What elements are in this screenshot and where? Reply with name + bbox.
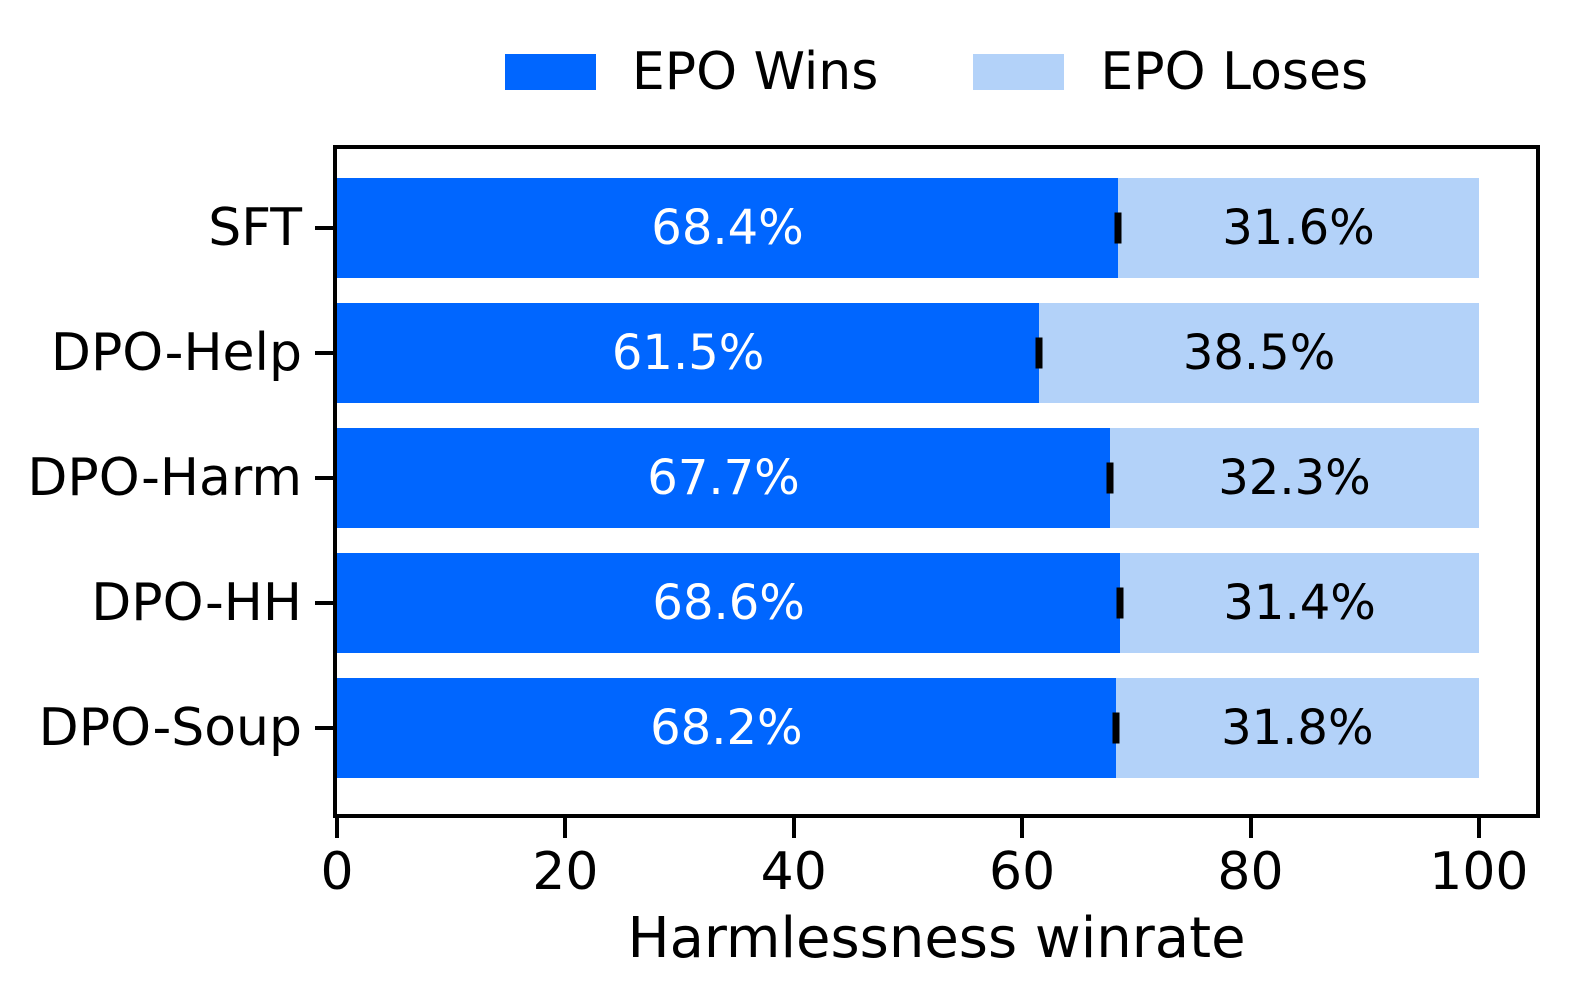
x-axis-title: Harmlessness winrate bbox=[627, 906, 1246, 971]
bar-segment-epo-wins: 67.7% bbox=[337, 428, 1111, 528]
y-tick-label-dpo-hh: DPO-HH bbox=[91, 573, 302, 633]
bar-segment-epo-wins: 61.5% bbox=[337, 303, 1040, 403]
x-tick-label-0: 0 bbox=[320, 842, 354, 902]
bar-row-dpo-harm: 67.7% 32.3% bbox=[337, 428, 1536, 528]
x-tick-label-60: 60 bbox=[989, 842, 1056, 902]
bar-segment-epo-loses: 31.6% bbox=[1118, 178, 1479, 278]
bar-row-dpo-hh: 68.6% 31.4% bbox=[337, 553, 1536, 653]
error-bar bbox=[1112, 712, 1120, 744]
legend-item-epo-loses: EPO Loses bbox=[973, 46, 1368, 98]
error-bar bbox=[1114, 212, 1122, 244]
x-tick-mark bbox=[1248, 818, 1253, 838]
error-bar bbox=[1035, 337, 1043, 369]
x-tick-label-100: 100 bbox=[1429, 842, 1529, 902]
bar-row-dpo-help: 61.5% 38.5% bbox=[337, 303, 1536, 403]
y-tick-mark bbox=[315, 226, 333, 230]
error-bar bbox=[1106, 462, 1114, 494]
y-tick-label-sft: SFT bbox=[208, 198, 302, 258]
bar-row-sft: 68.4% 31.6% bbox=[337, 178, 1536, 278]
bar-value-label-loses: 31.6% bbox=[1222, 200, 1375, 256]
bar-value-label-loses: 31.8% bbox=[1221, 700, 1374, 756]
bar-segment-epo-wins: 68.2% bbox=[337, 678, 1116, 778]
legend-label-epo-loses: EPO Loses bbox=[1100, 42, 1369, 102]
bar-segment-epo-loses: 31.4% bbox=[1120, 553, 1479, 653]
bar-value-label-wins: 68.2% bbox=[650, 700, 803, 756]
bar-value-label-wins: 61.5% bbox=[611, 325, 765, 381]
epo-wins-swatch bbox=[504, 54, 596, 90]
error-bar bbox=[1116, 587, 1124, 619]
x-tick-mark bbox=[791, 818, 796, 838]
x-tick-mark bbox=[1476, 818, 1481, 838]
plot-area: 68.4% 31.6% 61.5% 38.5% 67.7% 32.3% 68.6% 31.4%… bbox=[333, 145, 1540, 818]
x-tick-mark bbox=[563, 818, 568, 838]
epo-loses-swatch bbox=[973, 54, 1065, 90]
bar-value-label-wins: 68.6% bbox=[652, 575, 805, 631]
legend-label-epo-wins: EPO Wins bbox=[631, 42, 879, 102]
bar-segment-epo-loses: 38.5% bbox=[1039, 303, 1479, 403]
x-tick-mark bbox=[1020, 818, 1025, 838]
bar-value-label-wins: 68.4% bbox=[651, 200, 804, 256]
bar-value-label-loses: 31.4% bbox=[1223, 575, 1376, 631]
bar-segment-epo-loses: 31.8% bbox=[1115, 678, 1479, 778]
y-tick-mark bbox=[315, 601, 333, 605]
y-tick-mark bbox=[315, 351, 333, 355]
bar-segment-epo-wins: 68.4% bbox=[337, 178, 1119, 278]
bar-value-label-loses: 38.5% bbox=[1182, 325, 1336, 381]
bar-segment-epo-wins: 68.6% bbox=[337, 553, 1121, 653]
y-tick-label-dpo-soup: DPO-Soup bbox=[38, 698, 302, 758]
x-tick-mark bbox=[335, 818, 339, 838]
bar-value-label-wins: 67.7% bbox=[647, 450, 800, 506]
y-tick-label-dpo-help: DPO-Help bbox=[50, 323, 302, 383]
y-tick-mark bbox=[315, 476, 333, 480]
x-tick-label-40: 40 bbox=[760, 842, 827, 902]
legend-item-epo-wins: EPO Wins bbox=[504, 42, 879, 102]
y-tick-label-dpo-harm: DPO-Harm bbox=[27, 448, 302, 508]
y-tick-mark bbox=[315, 726, 333, 730]
bar-value-label-loses: 32.3% bbox=[1218, 450, 1371, 506]
legend: EPO Wins EPO Loses bbox=[333, 40, 1540, 104]
x-tick-label-20: 20 bbox=[532, 842, 599, 902]
bar-row-dpo-soup: 68.2% 31.8% bbox=[337, 678, 1536, 778]
x-tick-label-80: 80 bbox=[1217, 842, 1284, 902]
bar-segment-epo-loses: 32.3% bbox=[1110, 428, 1479, 528]
